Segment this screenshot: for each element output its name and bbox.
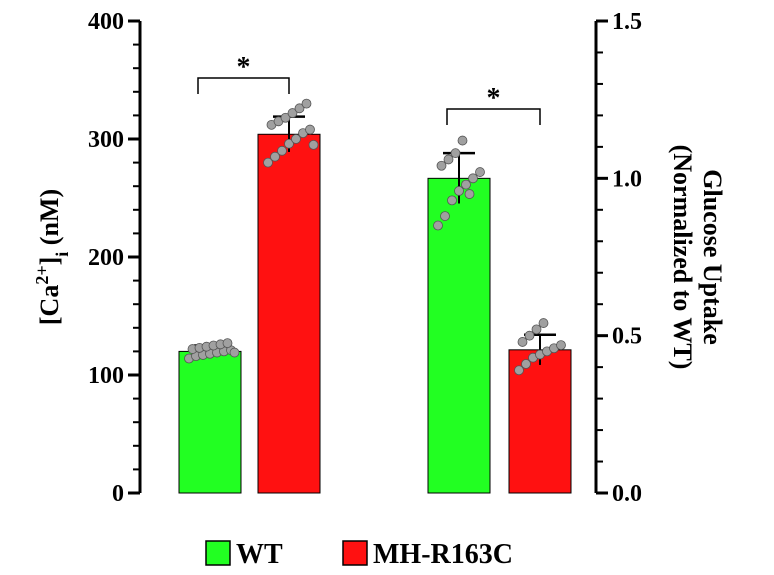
legend-swatch-wt [205, 540, 231, 566]
data-point [270, 151, 280, 162]
legend-label-mh: MH-R163C [373, 539, 513, 570]
significance-star: * [487, 83, 501, 114]
data-point [436, 160, 447, 171]
left-tick-label: 100 [88, 363, 124, 389]
data-point [440, 211, 450, 221]
data-point [443, 154, 454, 165]
data-point [538, 318, 549, 328]
legend-label-wt: WT [236, 539, 283, 570]
left-tick-label: 300 [88, 127, 124, 153]
legend: WT MH-R163C [205, 539, 513, 570]
data-point [284, 138, 294, 149]
data-point [287, 108, 298, 118]
right-axis-title-line2: (Normalized to WT) [668, 145, 697, 370]
significance-star: * [237, 52, 251, 83]
data-point [294, 103, 305, 114]
legend-swatch-mh [342, 540, 368, 566]
data-point [475, 167, 485, 177]
left-tick-label: 200 [88, 245, 124, 271]
data-point [301, 98, 312, 109]
right-tick-label: 0.5 [612, 324, 642, 350]
data-point [517, 337, 528, 347]
data-point [464, 189, 475, 199]
significance-bracket [197, 77, 290, 94]
data-point [229, 347, 240, 358]
bars-layer [178, 98, 572, 494]
data-point [280, 112, 291, 123]
data-point [461, 179, 471, 190]
left-axis-title: [Ca2+]i (nM) [32, 189, 72, 325]
data-point [222, 338, 233, 349]
data-point [447, 195, 457, 206]
right-tick-label: 1.5 [612, 9, 642, 35]
axes-layer: 0 100 200 300 400 0.0 0.5 1.0 1.5 [88, 9, 642, 507]
bar-mh-r163c-left [257, 133, 321, 494]
data-point [433, 220, 443, 231]
bar-wt-left [178, 350, 242, 494]
right-axis-title-line1: Glucose Uptake [698, 169, 727, 345]
data-point [291, 134, 301, 144]
significance-bracket [446, 108, 541, 125]
left-tick-label: 0 [112, 481, 124, 507]
data-point [454, 186, 464, 196]
left-tick-label: 400 [88, 9, 124, 35]
right-tick-label: 1.0 [612, 166, 642, 192]
data-point [556, 340, 566, 351]
data-point [457, 135, 468, 146]
data-point [524, 330, 535, 341]
data-point [450, 148, 461, 159]
data-point [531, 324, 542, 335]
data-point [521, 359, 531, 369]
right-tick-label: 0.0 [612, 481, 642, 507]
data-point [263, 157, 273, 168]
data-point [305, 124, 315, 135]
data-point [277, 145, 287, 156]
data-point [308, 139, 319, 150]
significance-layer: ** [197, 52, 541, 125]
data-point [468, 173, 478, 184]
data-point [514, 365, 524, 376]
